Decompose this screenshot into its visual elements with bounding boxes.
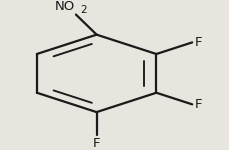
Text: F: F (194, 98, 202, 111)
Text: F: F (93, 137, 100, 150)
Text: F: F (194, 36, 202, 49)
Text: 2: 2 (80, 5, 86, 15)
Text: NO: NO (54, 0, 74, 13)
